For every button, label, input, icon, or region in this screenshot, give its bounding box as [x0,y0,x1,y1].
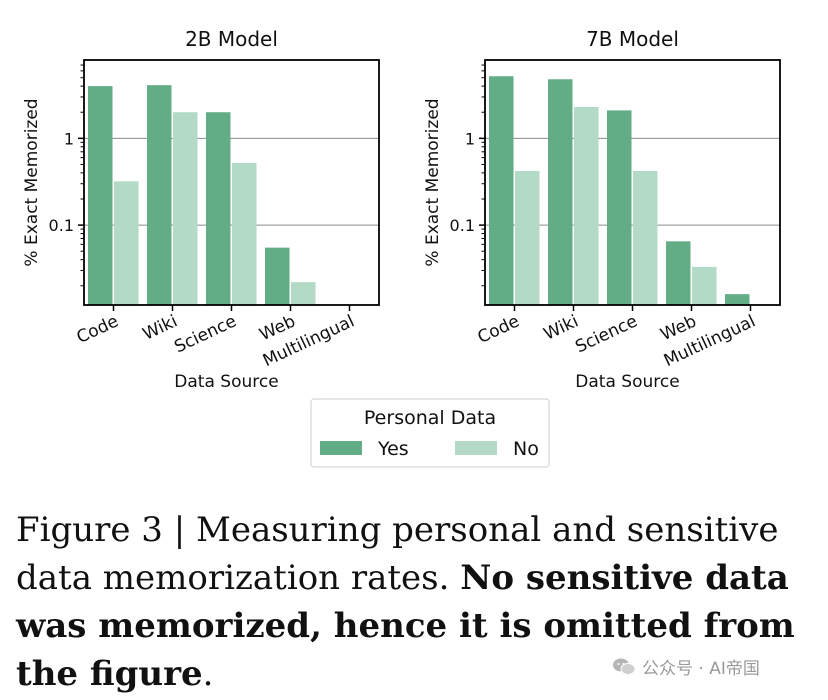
bar-no-code [515,171,540,305]
bar-no-wiki [574,106,599,305]
plot-frame [484,59,781,306]
x-tick-label: Code [74,311,122,348]
bar-yes-code [489,76,514,306]
watermark: 公众号 · AI帝国 [612,654,760,679]
bar-yes-multilingual [725,294,750,305]
legend-label-no: No [513,438,539,460]
caption-bold: No sensitive data was memorized, hence i… [16,558,795,694]
x-tick-label: Code [475,311,523,348]
caption-suffix: . [202,654,214,694]
bar-yes-code [88,86,113,305]
bar-no-web [291,282,316,305]
chart-title: 7B Model [586,27,679,51]
figure-caption: Figure 3 | Measuring personal and sensit… [16,506,816,698]
plot-frame [83,59,380,306]
legend-title: Personal Data [364,407,496,429]
y-tick-label: 1 [465,129,475,148]
bar-yes-science [607,110,632,305]
bar-yes-web [265,247,290,305]
y-axis-label: % Exact Memorized [22,98,42,266]
caption-prefix: Figure 3 | Measuring personal and sensit… [16,510,779,598]
bar-no-science [633,171,658,305]
bar-no-code [114,181,139,305]
x-axis-label: Data Source [174,372,278,392]
legend-label-yes: Yes [377,438,409,460]
y-tick-label: 0.1 [450,216,475,235]
bar-no-wiki [173,112,198,306]
watermark-text: 公众号 · AI帝国 [642,659,760,679]
x-axis-label: Data Source [575,372,679,392]
wechat-icon [613,658,636,675]
bar-no-science [232,162,257,305]
x-tick-label: Science [171,311,239,357]
chart-title: 2B Model [185,27,278,51]
legend-swatch-no [455,441,497,455]
bar-no-web [692,266,717,305]
y-tick-label: 0.1 [49,216,74,235]
legend-swatch-yes [320,441,362,455]
bar-yes-web [666,241,691,305]
y-axis-label: % Exact Memorized [423,98,443,266]
bar-yes-wiki [147,85,172,305]
bar-yes-wiki [548,79,573,306]
bar-yes-science [206,112,231,306]
x-tick-label: Science [572,311,640,357]
y-tick-label: 1 [64,129,74,148]
